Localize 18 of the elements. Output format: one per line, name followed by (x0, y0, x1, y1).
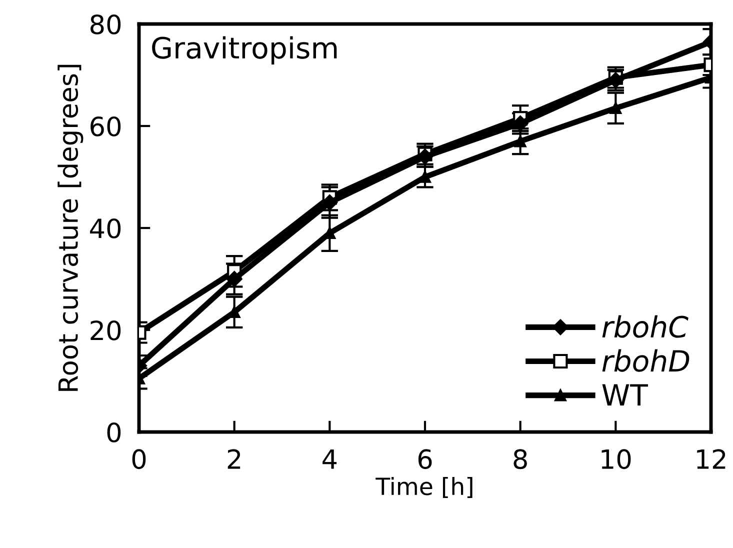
x-tick-label: 2 (228, 449, 240, 469)
chart-title: Gravitropism (152, 36, 337, 64)
y-tick-label: 60 (90, 116, 121, 136)
x-tick-label: 10 (602, 449, 631, 470)
y-tick-label: 80 (90, 14, 121, 34)
x-axis-title: Time [h] (376, 476, 472, 498)
legend-label: rbohC (602, 315, 688, 338)
x-tick-label: 0 (132, 449, 146, 470)
y-axis-title: Root curvature [degrees] (58, 64, 84, 391)
y-tick-label: 40 (90, 218, 121, 238)
y-tick-label: 20 (90, 320, 121, 340)
x-tick-label: 4 (322, 449, 337, 469)
legend-label: WT (602, 384, 648, 406)
x-tick-label: 12 (697, 449, 726, 469)
legend-label: rbohD (602, 349, 690, 372)
x-tick-label: 8 (514, 449, 527, 470)
x-tick-label: 6 (418, 449, 432, 470)
y-tick-label: 0 (107, 422, 121, 442)
